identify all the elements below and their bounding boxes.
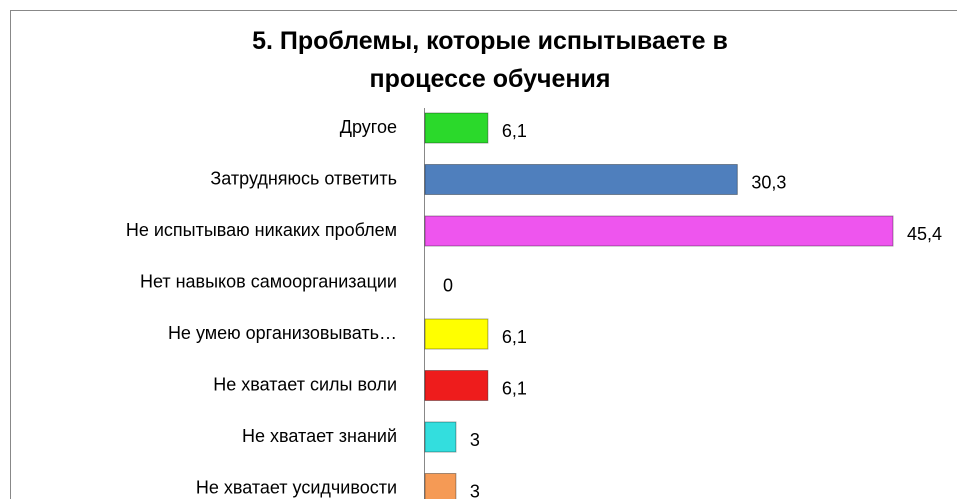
value-label: 6,1 xyxy=(502,378,527,398)
chart-title: 5. Проблемы, которые испытываете в проце… xyxy=(252,27,728,93)
bar xyxy=(424,370,489,401)
category-label: Затрудняюсь ответить xyxy=(210,168,397,188)
value-label: 3 xyxy=(470,430,480,450)
value-label: 45,4 xyxy=(907,224,942,244)
bar xyxy=(424,421,457,453)
bar xyxy=(424,164,738,195)
bar xyxy=(424,112,489,144)
value-label: 6,1 xyxy=(502,327,527,347)
category-label: Другое xyxy=(340,117,397,137)
category-label: Не хватает усидчивости xyxy=(196,477,397,497)
bar xyxy=(424,215,894,247)
bar xyxy=(424,473,457,499)
category-label: Не хватает знаний xyxy=(242,426,397,446)
category-label: Не хватает силы воли xyxy=(213,374,397,394)
value-label: 0 xyxy=(443,275,453,295)
value-label: 30,3 xyxy=(751,172,786,192)
value-label: 3 xyxy=(470,481,480,499)
category-label: Не умею организовывать… xyxy=(168,323,397,343)
category-label: Не испытываю никаких проблем xyxy=(126,220,397,240)
bar xyxy=(424,318,489,350)
value-label: 6,1 xyxy=(502,121,527,141)
category-label: Нет навыков самоорганизации xyxy=(140,271,397,291)
